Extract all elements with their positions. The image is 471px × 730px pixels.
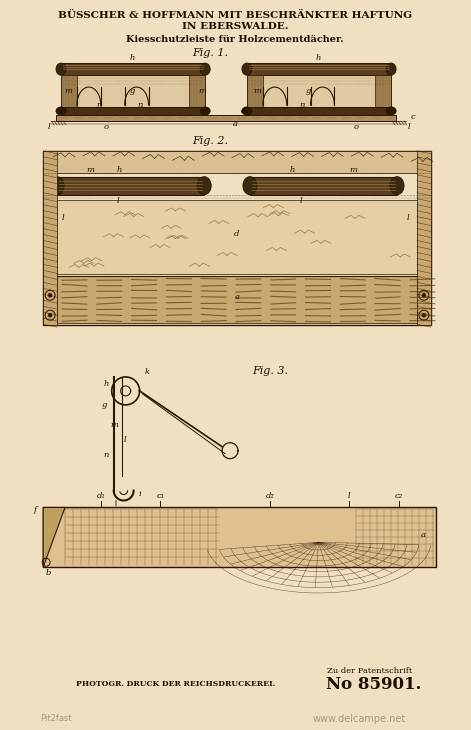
Text: m: m	[254, 87, 262, 95]
Text: n: n	[104, 450, 109, 458]
Text: Fig. 2.: Fig. 2.	[192, 136, 228, 146]
Text: l: l	[117, 196, 119, 204]
Text: l: l	[124, 436, 126, 444]
Text: k: k	[145, 368, 150, 376]
Ellipse shape	[56, 107, 66, 115]
Bar	[250, 177, 397, 195]
Bar	[43, 151, 57, 325]
Text: PHOTOGR. DRUCK DER REICHSDRUCKEREI.: PHOTOGR. DRUCK DER REICHSDRUCKEREI.	[76, 680, 275, 688]
Bar	[57, 277, 417, 323]
Text: o: o	[103, 123, 108, 131]
Text: d₂: d₂	[266, 493, 274, 501]
Bar	[417, 151, 431, 325]
Ellipse shape	[242, 107, 252, 115]
Bar	[61, 64, 205, 75]
Text: m: m	[198, 87, 206, 95]
Ellipse shape	[390, 177, 404, 195]
Circle shape	[48, 293, 52, 297]
Text: Fig. 3.: Fig. 3.	[252, 366, 288, 376]
Text: n: n	[138, 101, 143, 109]
Text: h: h	[316, 54, 321, 62]
Text: a: a	[421, 531, 426, 539]
Text: n: n	[96, 101, 101, 109]
Text: l: l	[407, 214, 410, 222]
Text: l: l	[348, 493, 350, 501]
Ellipse shape	[386, 64, 396, 75]
Circle shape	[48, 313, 52, 317]
Bar	[61, 107, 205, 115]
Text: l: l	[48, 123, 50, 131]
Bar	[43, 151, 431, 173]
Text: Pit2fast: Pit2fast	[40, 714, 72, 723]
Text: a: a	[233, 120, 237, 128]
Bar	[56, 115, 396, 121]
Text: c: c	[411, 113, 415, 121]
Bar	[57, 177, 204, 195]
Text: m: m	[64, 87, 72, 95]
Text: d₁: d₁	[97, 493, 105, 501]
Ellipse shape	[197, 177, 211, 195]
Bar	[189, 75, 205, 107]
Bar	[247, 64, 391, 75]
Ellipse shape	[200, 107, 210, 115]
Text: c₂: c₂	[395, 493, 403, 501]
Ellipse shape	[200, 64, 210, 75]
Bar	[61, 75, 77, 107]
Ellipse shape	[56, 64, 66, 75]
Bar	[247, 75, 263, 107]
Text: l: l	[62, 214, 65, 222]
Text: www.delcampe.net: www.delcampe.net	[313, 714, 406, 723]
Text: l: l	[408, 123, 410, 131]
Text: IN EBERSWALDE.: IN EBERSWALDE.	[182, 22, 288, 31]
Text: i: i	[138, 490, 141, 498]
Bar	[57, 199, 417, 274]
Text: g: g	[130, 87, 135, 95]
Text: c₁: c₁	[156, 493, 164, 501]
Text: BÜSSCHER & HOFFMANN MIT BESCHRÄNKTER HAFTUNG: BÜSSCHER & HOFFMANN MIT BESCHRÄNKTER HAF…	[58, 11, 412, 20]
Text: No 85901.: No 85901.	[326, 676, 422, 694]
Text: Kiesschutzleiste für Holzcementdächer.: Kiesschutzleiste für Holzcementdächer.	[126, 35, 344, 44]
Circle shape	[422, 313, 426, 317]
Text: h: h	[290, 166, 295, 174]
Polygon shape	[43, 507, 65, 567]
Ellipse shape	[242, 64, 252, 75]
Ellipse shape	[386, 107, 396, 115]
Text: m: m	[87, 166, 95, 174]
Text: l: l	[300, 196, 302, 204]
Text: h: h	[117, 166, 122, 174]
Text: d: d	[234, 231, 240, 239]
Text: f: f	[33, 507, 36, 515]
Text: g: g	[306, 87, 311, 95]
Text: b: b	[46, 569, 51, 577]
Text: Fig. 1.: Fig. 1.	[192, 48, 228, 58]
Text: h: h	[104, 380, 109, 388]
Ellipse shape	[50, 177, 64, 195]
Text: g: g	[102, 401, 107, 409]
Text: m: m	[111, 420, 119, 429]
Text: Zu der Patentschrift: Zu der Patentschrift	[326, 666, 412, 675]
Bar	[43, 151, 431, 325]
Text: m: m	[349, 166, 357, 174]
Bar	[61, 75, 205, 107]
Bar	[375, 75, 391, 107]
Text: d: d	[241, 107, 247, 115]
Text: o: o	[354, 123, 359, 131]
Text: a: a	[235, 293, 239, 301]
Bar	[247, 107, 391, 115]
Ellipse shape	[243, 177, 257, 195]
Circle shape	[422, 293, 426, 297]
Bar	[247, 75, 391, 107]
Text: h: h	[130, 54, 135, 62]
Text: n: n	[299, 101, 304, 109]
Bar	[43, 507, 436, 567]
